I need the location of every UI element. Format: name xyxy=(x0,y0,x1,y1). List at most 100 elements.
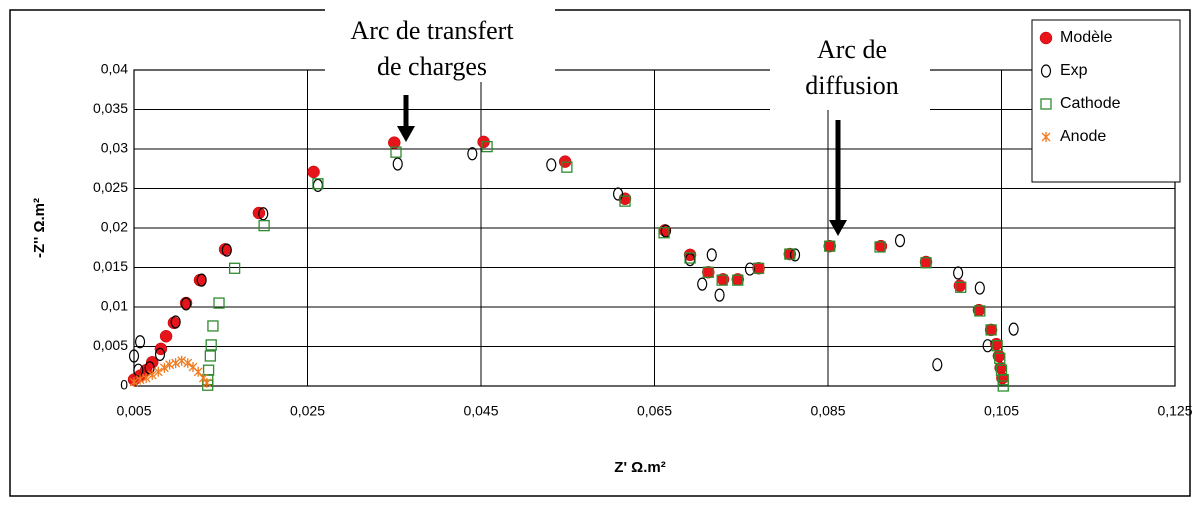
x-tick-label: 0,125 xyxy=(1157,403,1192,419)
data-point xyxy=(228,262,241,274)
x-tick-label: 0,045 xyxy=(463,403,498,419)
data-point xyxy=(1008,322,1019,336)
chart-frame xyxy=(9,9,1191,497)
data-point xyxy=(312,178,324,190)
data-point xyxy=(180,297,192,311)
data-point xyxy=(183,358,193,369)
legend-label: Exp xyxy=(1060,62,1088,79)
data-point xyxy=(390,146,402,158)
data-point xyxy=(953,266,964,280)
data-point xyxy=(997,380,1009,392)
data-point xyxy=(752,262,765,274)
y-tick-label: 0 xyxy=(120,377,128,393)
data-point xyxy=(824,240,836,252)
data-point xyxy=(974,281,985,295)
x-axis-label: Z' Ω.m² xyxy=(614,459,665,476)
data-point xyxy=(154,347,166,361)
data-point xyxy=(619,195,631,207)
data-point xyxy=(198,373,208,384)
x-tick-label: 0,025 xyxy=(290,403,325,419)
data-point xyxy=(205,339,217,351)
annotation-text: de charges xyxy=(377,52,487,81)
data-point xyxy=(159,329,173,343)
data-point xyxy=(612,187,624,201)
y-tick-label: 0,035 xyxy=(93,100,128,116)
data-point xyxy=(984,323,998,337)
y-tick-label: 0,04 xyxy=(101,61,128,77)
data-point xyxy=(702,265,715,279)
annotation-arrowhead xyxy=(829,220,847,236)
data-point xyxy=(196,273,207,287)
data-point xyxy=(171,358,181,369)
data-point xyxy=(202,377,212,388)
data-point xyxy=(683,248,697,262)
data-point xyxy=(258,219,270,232)
data-point xyxy=(920,257,932,269)
data-point xyxy=(752,262,765,275)
annotation-box xyxy=(325,8,555,82)
y-tick-label: 0,005 xyxy=(93,337,128,353)
data-point xyxy=(874,241,886,253)
y-axis-label: -Z'' Ω.m² xyxy=(31,198,48,258)
legend-marker xyxy=(1040,98,1052,110)
data-point xyxy=(823,239,836,253)
y-tick-label: 0,03 xyxy=(101,140,128,156)
data-point xyxy=(932,358,943,372)
data-point xyxy=(716,274,728,286)
data-point xyxy=(388,136,401,149)
data-point xyxy=(204,350,216,362)
data-point xyxy=(714,288,725,302)
y-tick-label: 0,015 xyxy=(93,258,128,274)
data-point xyxy=(974,305,986,317)
data-point xyxy=(307,165,320,179)
legend-label: Anode xyxy=(1060,128,1106,145)
x-tick-label: 0,005 xyxy=(116,403,151,419)
x-tick-label: 0,065 xyxy=(637,403,672,419)
legend-marker xyxy=(1039,31,1053,45)
plot-border xyxy=(133,69,1176,387)
data-point xyxy=(684,252,696,264)
data-point xyxy=(213,297,225,309)
annotation-text: diffusion xyxy=(805,71,898,100)
data-point xyxy=(994,352,1006,365)
data-point xyxy=(141,373,151,384)
data-point xyxy=(159,362,169,373)
data-point xyxy=(153,366,163,377)
data-point xyxy=(467,147,478,161)
data-point xyxy=(221,243,232,257)
data-point xyxy=(985,324,997,336)
data-point xyxy=(193,366,203,377)
y-tick-label: 0,01 xyxy=(101,298,128,314)
data-point xyxy=(561,161,573,173)
x-tick-label: 0,105 xyxy=(984,403,1019,419)
x-tick-label: 0,085 xyxy=(810,403,845,419)
data-point xyxy=(133,363,144,377)
legend-box xyxy=(1031,19,1181,183)
annotation-arrowhead xyxy=(397,126,415,142)
data-point xyxy=(128,349,140,363)
data-point xyxy=(658,227,670,239)
data-point xyxy=(732,274,744,286)
data-point xyxy=(481,140,493,153)
data-point xyxy=(894,234,906,248)
data-point xyxy=(177,355,187,366)
data-point xyxy=(202,364,215,376)
data-point xyxy=(706,248,717,262)
legend-label: Modèle xyxy=(1060,29,1113,46)
data-point xyxy=(207,320,219,332)
annotation-box xyxy=(770,30,930,110)
data-point xyxy=(702,266,714,278)
legend-marker xyxy=(1040,64,1052,78)
data-point xyxy=(134,335,146,349)
legend-marker xyxy=(1041,132,1051,142)
data-point xyxy=(258,207,269,221)
data-point xyxy=(546,158,557,172)
data-point xyxy=(783,247,797,261)
data-point xyxy=(997,374,1009,386)
data-point xyxy=(744,262,756,276)
data-point xyxy=(784,248,796,260)
data-point xyxy=(955,281,967,293)
data-point xyxy=(170,315,181,329)
legend-label: Cathode xyxy=(1060,95,1121,112)
